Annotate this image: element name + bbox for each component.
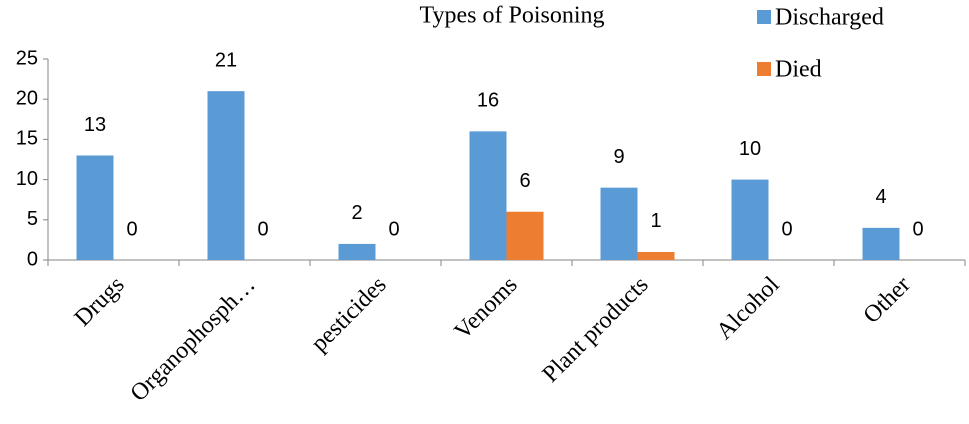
legend-swatch [757,10,771,24]
data-label: 0 [126,218,137,240]
data-label: 6 [519,170,530,192]
legend-swatch [757,62,771,76]
y-tick-label: 10 [16,168,38,190]
data-label: 9 [613,146,624,168]
data-label: 13 [84,114,106,136]
bar [637,251,675,260]
y-tick-label: 20 [16,87,38,109]
bar [338,243,376,260]
x-tick-label: Plant products [538,272,654,388]
data-label: 0 [781,218,792,240]
data-label: 10 [739,138,761,160]
legend-label: Discharged [775,5,884,31]
x-tick-label: pesticides [306,272,391,357]
chart-title: Types of Poisoning [420,3,605,29]
y-tick-label: 25 [16,47,38,69]
bar [862,227,900,260]
x-tick-label: Other [859,272,916,329]
bar [600,187,638,260]
data-label: 1 [650,210,661,232]
data-label: 4 [875,186,886,208]
bar [731,179,769,260]
x-tick-label: Venoms [450,272,523,345]
y-tick-label: 5 [27,208,38,230]
y-tick-label: 0 [27,248,38,270]
data-label: 0 [257,218,268,240]
data-label: 0 [912,218,923,240]
legend-label: Died [775,57,822,83]
bar [207,91,245,260]
bar [469,131,507,260]
bar [76,155,114,260]
data-label: 2 [351,202,362,224]
x-tick-label: Drugs [70,272,130,332]
y-tick-label: 15 [16,128,38,150]
data-label: 16 [477,90,499,112]
x-tick-label: Alcohol [712,272,785,345]
bar [506,211,544,260]
x-tick-label: Organophosph… [126,272,261,407]
data-label: 0 [388,218,399,240]
data-label: 21 [215,49,237,71]
